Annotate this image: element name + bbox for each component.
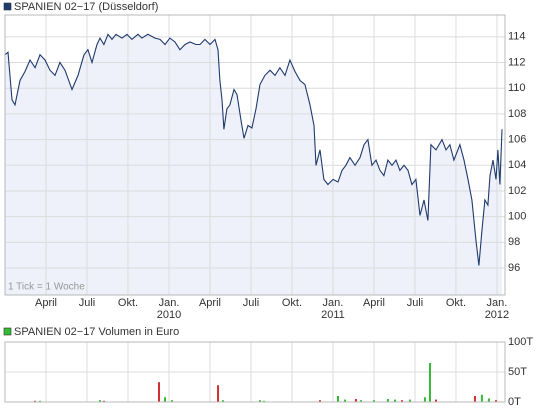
legend-swatch — [3, 327, 12, 336]
volume-bar — [359, 400, 362, 402]
legend-label: SPANIEN 02−17 Volumen in Euro — [14, 326, 179, 338]
x-tick-label: Juli — [243, 297, 260, 309]
volume-bar — [221, 400, 224, 402]
y-tick-label: 0T — [508, 396, 521, 408]
x-tick-label: April — [363, 297, 385, 309]
volume-bar — [38, 400, 41, 402]
x-tick-year: 2011 — [321, 309, 345, 321]
price-line — [4, 33, 503, 266]
volume-bar — [354, 399, 357, 402]
legend-swatch — [3, 2, 12, 11]
volume-bar — [158, 382, 161, 402]
x-tick-label: Juli — [407, 297, 424, 309]
volume-bar — [372, 400, 375, 402]
volume-bar — [217, 385, 220, 402]
volume-bar — [494, 400, 497, 402]
x-tick-label: Juli — [79, 297, 96, 309]
volume-bar — [423, 397, 426, 402]
y-tick-label: 100T — [508, 336, 533, 348]
plot-frame — [4, 341, 506, 403]
volume-bar — [473, 396, 476, 402]
volume-bar — [434, 399, 437, 402]
x-tick-label: April — [199, 297, 221, 309]
y-tick-label: 50T — [508, 366, 527, 378]
y-tick-label: 108 — [508, 108, 526, 120]
y-tick-label: 96 — [508, 262, 520, 274]
volume-bar — [262, 400, 265, 402]
y-tick-label: 110 — [508, 82, 526, 94]
y-tick-label: 102 — [508, 185, 526, 197]
volume-bar — [343, 399, 346, 402]
volume-bar — [258, 400, 261, 402]
volume-bar — [480, 394, 483, 402]
volume-bar — [164, 397, 167, 402]
y-tick-label: 100 — [508, 211, 526, 223]
volume-bar — [386, 399, 389, 402]
y-tick-label: 98 — [508, 236, 520, 248]
y-tick-label: 104 — [508, 159, 526, 171]
area-fill — [5, 34, 502, 296]
volume-bar — [400, 400, 403, 402]
note: 1 Tick = 1 Woche — [8, 282, 85, 293]
x-tick-year: 2012 — [485, 309, 509, 321]
x-tick-label: Jan. — [323, 297, 344, 309]
volume-bar — [34, 400, 37, 402]
volume-bar — [428, 363, 431, 402]
x-tick-year: 2010 — [157, 309, 181, 321]
volume-bar — [318, 400, 321, 402]
y-tick-label: 114 — [508, 31, 526, 43]
volume-bar — [170, 400, 173, 402]
x-tick-label: Okt. — [118, 297, 138, 309]
volume-bar — [98, 400, 101, 402]
x-tick-label: Okt. — [446, 297, 466, 309]
volume-bar — [487, 398, 490, 402]
x-tick-label: Jan. — [487, 297, 508, 309]
x-tick-label: April — [35, 297, 57, 309]
y-tick-label: 112 — [508, 56, 526, 68]
x-tick-label: Jan. — [159, 297, 180, 309]
volume-bar — [393, 399, 396, 402]
volume-bar — [408, 399, 411, 402]
volume-bar — [102, 400, 105, 402]
volume-bar — [337, 396, 340, 402]
plot-frame — [4, 14, 506, 296]
x-tick-label: Okt. — [282, 297, 302, 309]
legend-label: SPANIEN 02−17 (Düsseldorf) — [14, 1, 158, 13]
y-tick-label: 106 — [508, 133, 526, 145]
